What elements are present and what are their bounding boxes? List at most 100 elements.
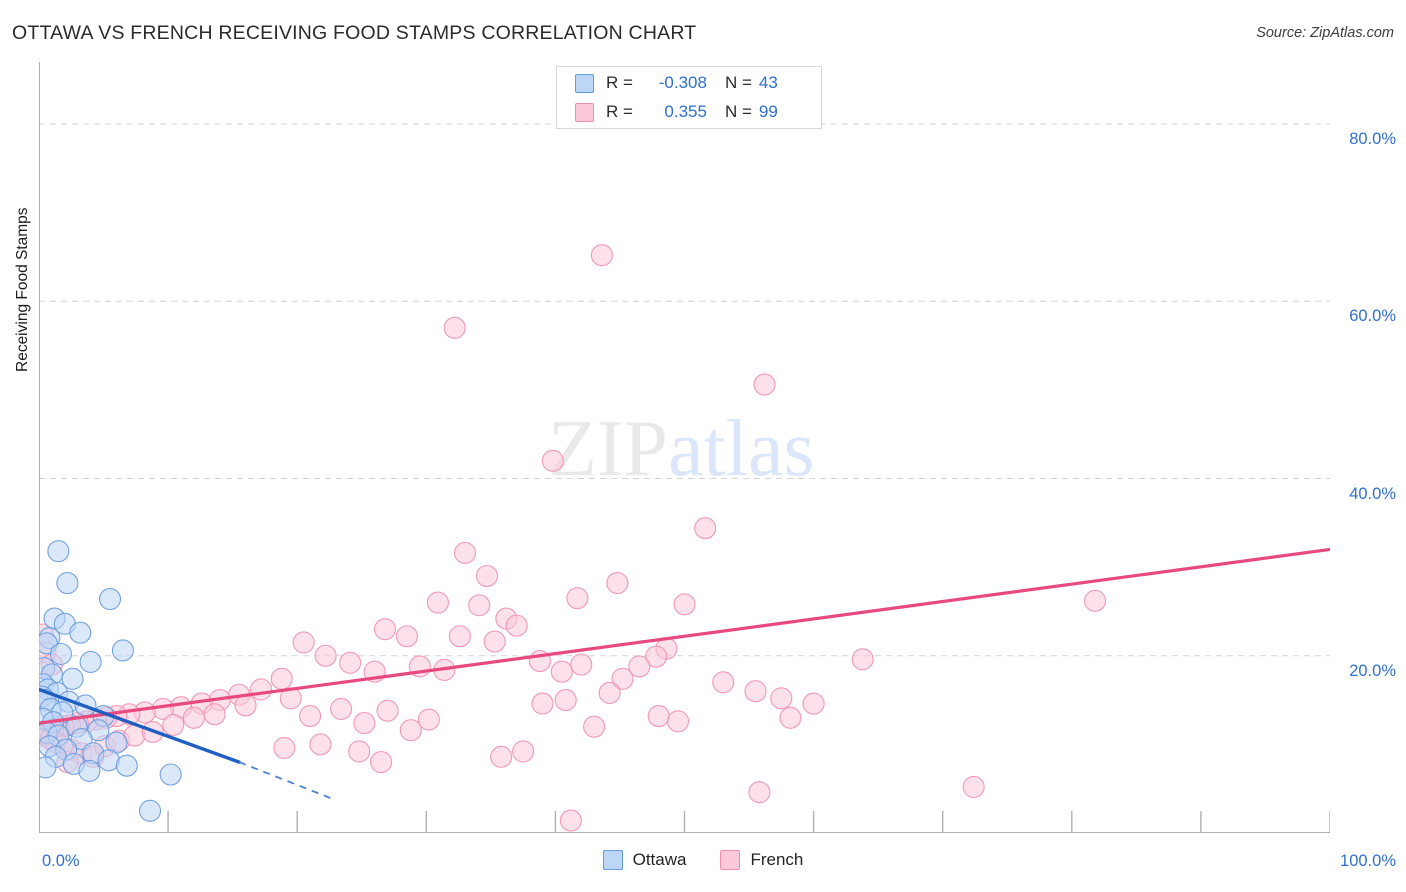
data-point [115, 754, 138, 777]
trendline-ottawa [39, 687, 241, 764]
data-point [570, 653, 593, 676]
y-axis-tick-label: 20.0% [1349, 661, 1396, 680]
data-point [541, 449, 564, 472]
source-label: Source: ZipAtlas.com [1256, 25, 1394, 41]
data-point [673, 593, 696, 616]
x-axis-max-label: 100.0% [1340, 852, 1396, 870]
data-point [395, 625, 418, 648]
data-point [348, 740, 371, 763]
data-point [802, 692, 825, 715]
data-point [69, 621, 92, 644]
scatter-plot-area [39, 62, 1330, 833]
data-point [61, 667, 84, 690]
data-point [56, 572, 79, 595]
data-point [583, 715, 606, 738]
data-point [426, 591, 449, 614]
data-point [645, 645, 668, 668]
data-point [314, 644, 337, 667]
data-point [753, 373, 776, 396]
data-point [399, 719, 422, 742]
y-axis-tick-label: 60.0% [1349, 307, 1396, 326]
data-point [234, 694, 257, 717]
correlation-row-french: R = 0.355 N = 99 [557, 99, 821, 125]
correlation-row-ottawa: R = -0.308 N = 43 [557, 70, 821, 96]
data-point [712, 671, 735, 694]
data-point [647, 704, 670, 728]
data-point [598, 681, 621, 705]
data-point [554, 689, 577, 712]
data-point [453, 541, 477, 565]
data-point [39, 756, 57, 779]
n-label-french: N = [724, 102, 752, 121]
data-point [79, 650, 102, 674]
data-point [606, 572, 629, 595]
data-point [111, 639, 134, 662]
data-point [468, 594, 491, 617]
data-point [475, 564, 499, 588]
data-point [159, 763, 182, 786]
n-value-ottawa: 43 [758, 73, 778, 92]
series-swatch-french [720, 850, 741, 870]
correlation-legend: R = -0.308 N = 43 R = 0.355 N = 99 [556, 66, 822, 129]
data-point [373, 618, 397, 641]
data-point [448, 625, 471, 648]
data-point [49, 642, 73, 666]
data-point [566, 587, 589, 610]
data-point [1083, 589, 1107, 612]
x-axis-min-label: 0.0% [42, 852, 80, 870]
data-point [744, 680, 767, 703]
data-point [962, 775, 985, 798]
data-point [78, 759, 101, 783]
data-point [490, 745, 513, 768]
series-swatch-ottawa [602, 850, 623, 870]
data-point [273, 736, 296, 759]
data-point [443, 316, 466, 339]
trendline-french [39, 547, 1330, 725]
data-point [559, 809, 582, 832]
series-legend-item-french[interactable]: French [720, 850, 803, 870]
legend-swatch-ottawa [575, 73, 594, 93]
series-label-french: French [750, 850, 804, 869]
series-label-ottawa: Ottawa [632, 850, 687, 869]
legend-swatch-french [575, 102, 594, 122]
data-point [339, 651, 362, 674]
data-point [376, 699, 399, 722]
data-point [550, 660, 573, 683]
data-point [628, 655, 651, 678]
series-legend: Ottawa French [0, 850, 1406, 870]
data-point [505, 614, 528, 637]
data-point [370, 751, 393, 774]
data-point [250, 678, 273, 701]
series-legend-item-ottawa[interactable]: Ottawa [602, 850, 687, 870]
data-point [98, 587, 122, 611]
data-point [330, 697, 353, 720]
data-point [512, 740, 535, 763]
data-point [748, 781, 771, 804]
data-point [309, 733, 332, 756]
series-points-french [39, 244, 1107, 832]
n-label-ottawa: N = [724, 73, 752, 92]
data-point [611, 667, 634, 690]
data-point [779, 706, 802, 729]
data-point [162, 713, 185, 736]
data-point [292, 631, 315, 654]
data-point [353, 712, 376, 735]
plot-svg [39, 62, 1330, 833]
data-point [270, 667, 293, 690]
data-point [47, 540, 70, 563]
r-value-ottawa: -0.308 [658, 73, 707, 92]
r-label-french: R = [606, 102, 633, 121]
data-point [694, 517, 717, 540]
y-axis-title: Receiving Food Stamps [14, 207, 31, 372]
y-axis-tick-label: 80.0% [1349, 130, 1396, 149]
y-axis-tick-label: 40.0% [1349, 484, 1396, 503]
data-point [299, 704, 322, 728]
r-label-ottawa: R = [606, 73, 633, 92]
data-point [851, 648, 874, 671]
data-point [531, 692, 554, 715]
data-point [203, 703, 226, 726]
data-point [590, 244, 613, 267]
n-value-french: 99 [758, 102, 778, 121]
data-point [483, 630, 506, 653]
